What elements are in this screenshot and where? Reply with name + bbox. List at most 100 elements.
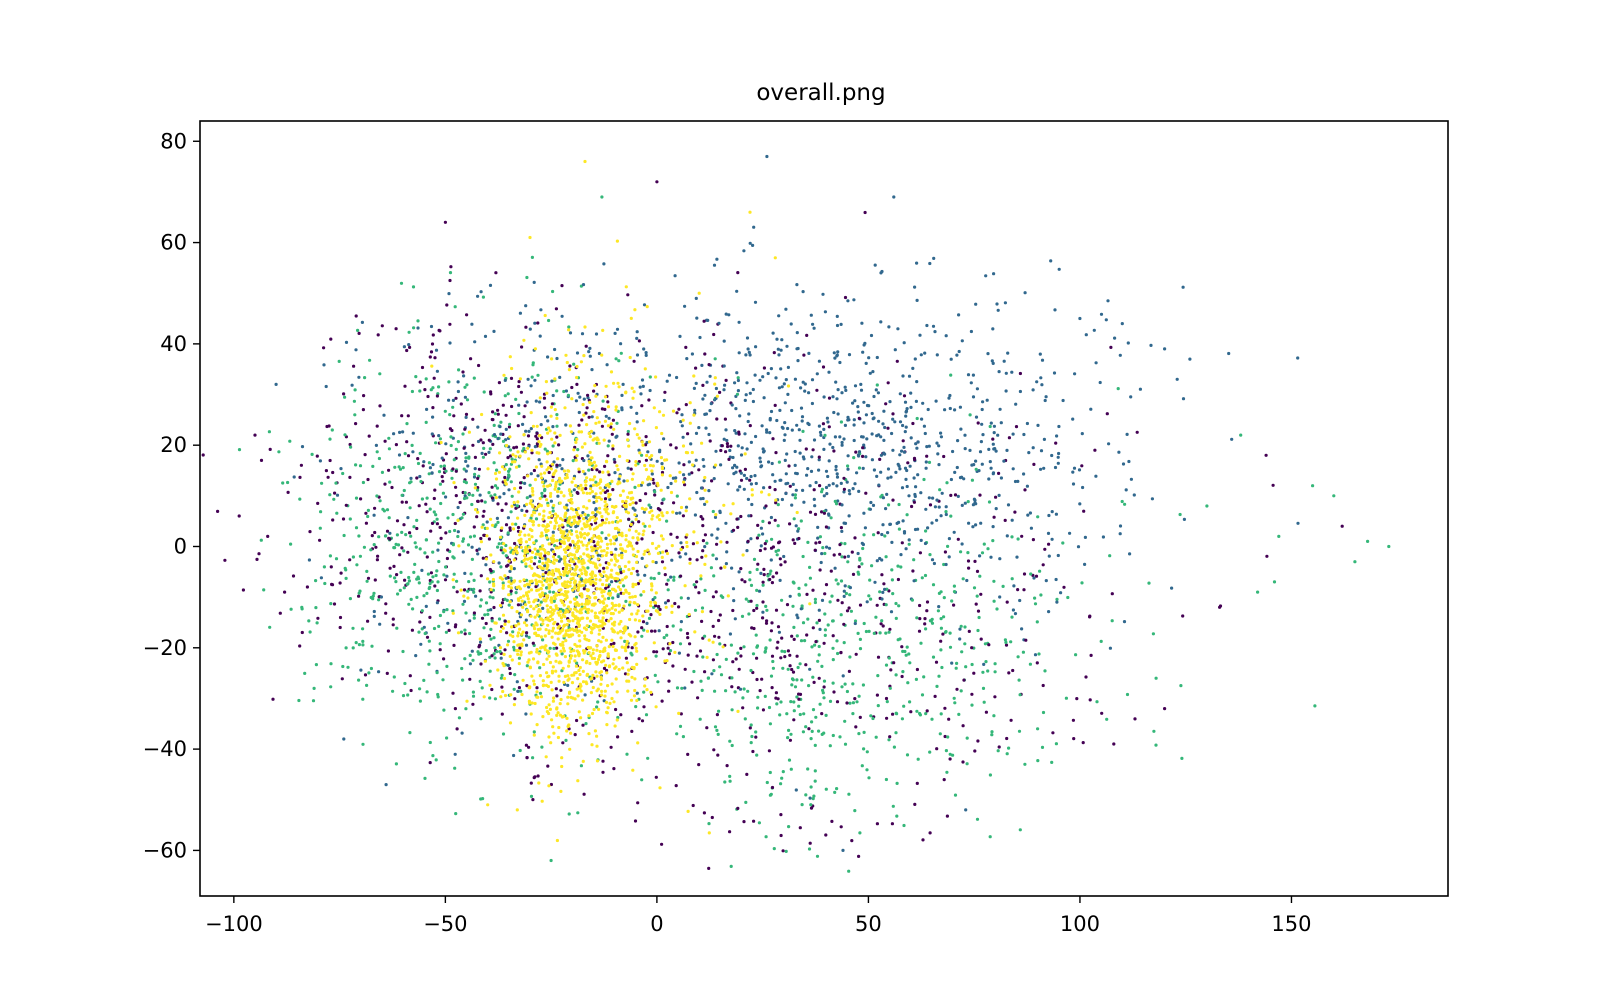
scatter-point-series-2 <box>765 780 769 785</box>
scatter-point-series-1 <box>504 427 508 431</box>
scatter-point-series-2 <box>487 491 491 495</box>
scatter-point-series-3 <box>726 594 730 598</box>
scatter-point-series-3 <box>512 558 517 562</box>
scatter-point-series-3 <box>539 442 543 447</box>
scatter-point-series-3 <box>532 624 536 628</box>
scatter-point-series-2 <box>755 753 759 757</box>
scatter-point-series-0 <box>606 400 610 404</box>
scatter-point-series-1 <box>684 505 689 509</box>
scatter-point-series-1 <box>566 683 570 688</box>
scatter-point-series-2 <box>798 712 802 717</box>
scatter-point-series-3 <box>657 513 661 517</box>
scatter-point-series-0 <box>850 550 854 554</box>
scatter-point-series-2 <box>450 476 454 480</box>
scatter-point-series-2 <box>874 615 878 619</box>
scatter-point-series-1 <box>1039 467 1043 471</box>
scatter-point-series-2 <box>1239 433 1243 437</box>
scatter-point-series-3 <box>484 557 489 561</box>
scatter-point-series-0 <box>847 669 852 674</box>
scatter-point-series-1 <box>981 433 985 437</box>
scatter-point-series-1 <box>322 363 326 367</box>
scatter-point-series-2 <box>887 656 891 660</box>
scatter-point-series-3 <box>529 588 534 592</box>
scatter-point-series-3 <box>697 291 701 295</box>
scatter-point-series-2 <box>990 730 994 734</box>
scatter-point-series-1 <box>584 516 588 520</box>
scatter-point-series-3 <box>610 601 614 606</box>
scatter-point-series-0 <box>891 712 895 716</box>
scatter-point-series-3 <box>572 580 577 585</box>
scatter-point-series-2 <box>834 502 839 506</box>
scatter-point-series-1 <box>745 381 749 385</box>
scatter-point-series-2 <box>729 864 733 869</box>
scatter-point-series-0 <box>664 549 669 553</box>
scatter-point-series-1 <box>765 428 769 432</box>
scatter-point-series-1 <box>687 460 691 464</box>
scatter-point-series-0 <box>684 345 688 349</box>
scatter-point-series-2 <box>576 448 580 452</box>
scatter-point-series-0 <box>332 602 337 606</box>
scatter-point-series-2 <box>343 395 347 399</box>
scatter-point-series-1 <box>930 521 934 525</box>
scatter-point-series-3 <box>574 440 578 444</box>
scatter-point-series-1 <box>749 482 754 486</box>
scatter-point-series-1 <box>831 445 835 450</box>
scatter-point-series-2 <box>357 678 361 682</box>
scatter-point-series-2 <box>692 669 696 674</box>
scatter-point-series-1 <box>818 627 822 632</box>
scatter-point-series-3 <box>614 504 618 509</box>
scatter-point-series-2 <box>551 444 555 448</box>
scatter-point-series-2 <box>444 630 448 634</box>
scatter-point-series-2 <box>829 516 833 520</box>
scatter-point-series-3 <box>511 453 515 457</box>
scatter-point-series-1 <box>715 536 719 540</box>
scatter-point-series-2 <box>361 627 365 631</box>
scatter-point-series-1 <box>746 419 750 424</box>
scatter-point-series-0 <box>536 774 540 778</box>
scatter-point-series-3 <box>578 580 582 584</box>
scatter-point-series-2 <box>495 468 499 472</box>
scatter-point-series-3 <box>532 600 536 604</box>
scatter-point-series-3 <box>585 543 589 548</box>
scatter-point-series-3 <box>608 664 612 668</box>
scatter-point-series-0 <box>619 713 623 717</box>
scatter-point-series-1 <box>916 440 920 444</box>
scatter-point-series-3 <box>553 524 557 528</box>
scatter-point-series-2 <box>643 524 647 528</box>
scatter-point-series-3 <box>633 513 637 517</box>
scatter-point-series-2 <box>634 705 638 709</box>
scatter-point-series-1 <box>760 424 764 428</box>
scatter-point-series-1 <box>724 521 728 525</box>
scatter-point-series-2 <box>648 375 652 379</box>
scatter-point-series-3 <box>611 629 616 633</box>
scatter-point-series-3 <box>625 639 629 644</box>
scatter-point-series-1 <box>880 532 884 537</box>
scatter-point-series-1 <box>614 435 618 439</box>
scatter-point-series-3 <box>612 427 616 431</box>
scatter-point-series-1 <box>460 731 464 735</box>
scatter-point-series-0 <box>817 676 821 680</box>
scatter-point-series-1 <box>795 613 799 617</box>
scatter-point-series-2 <box>905 753 910 757</box>
scatter-point-series-2 <box>344 576 348 581</box>
scatter-point-series-0 <box>765 619 769 623</box>
scatter-point-series-1 <box>1047 513 1051 518</box>
scatter-point-series-2 <box>354 496 359 500</box>
scatter-point-series-0 <box>417 504 421 508</box>
scatter-point-series-1 <box>937 463 941 467</box>
scatter-point-series-3 <box>567 635 571 639</box>
scatter-point-series-2 <box>493 412 497 416</box>
scatter-point-series-1 <box>1036 423 1040 427</box>
scatter-point-series-0 <box>880 573 884 577</box>
scatter-point-series-3 <box>631 566 635 571</box>
scatter-point-series-3 <box>607 533 611 537</box>
scatter-point-series-1 <box>590 415 594 419</box>
scatter-point-series-2 <box>838 735 842 739</box>
scatter-point-series-1 <box>784 472 788 476</box>
scatter-point-series-2 <box>560 669 564 673</box>
scatter-point-series-1 <box>841 848 845 853</box>
scatter-point-series-0 <box>530 451 534 455</box>
scatter-point-series-1 <box>515 680 519 684</box>
scatter-point-series-3 <box>563 555 567 559</box>
scatter-point-series-3 <box>668 474 672 478</box>
